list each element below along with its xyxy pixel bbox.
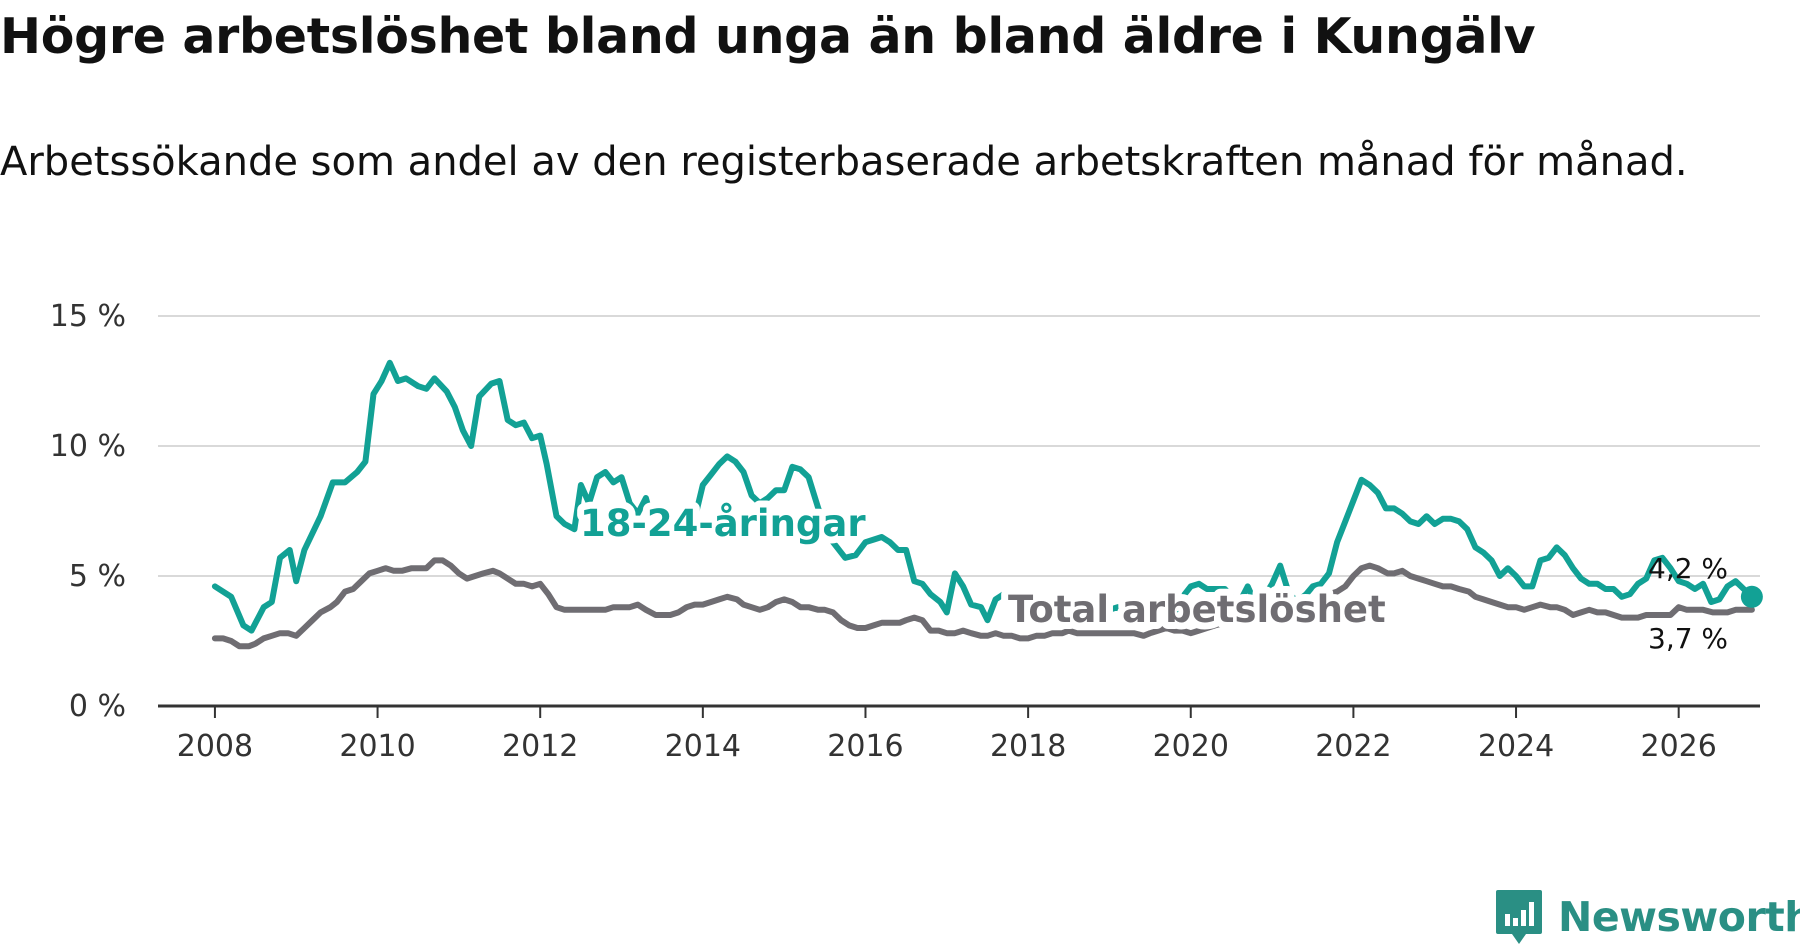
y-axis-ticks: 0 % 5 % 10 % 15 % [50, 299, 126, 724]
y-tick-label-5: 5 % [69, 559, 126, 594]
x-tick-label-2010: 2010 [339, 729, 415, 764]
end-label-total: 3,7 % [1648, 622, 1728, 655]
youth-endpoint-marker [1740, 585, 1763, 608]
chart-subtitle: Arbetssökande som andel av den registerb… [0, 139, 1688, 185]
end-label-youth: 4,2 % [1648, 552, 1728, 585]
y-tick-label-15: 15 % [50, 299, 126, 334]
x-tick-label-2014: 2014 [665, 729, 741, 764]
gridlines [158, 315, 1760, 577]
x-axis: 2008 2010 2012 2014 2016 2018 2020 2022 2024 2026 [158, 704, 1760, 764]
x-tick-label-2026: 2026 [1641, 729, 1717, 764]
x-tick-label-2008: 2008 [177, 729, 253, 764]
series-labels: 18-24-åringar Total arbetslöshet 4,2 % 3,7 … [573, 495, 1728, 655]
x-tick-label-2024: 2024 [1478, 729, 1554, 764]
series-label-total: Total arbetslöshet [1008, 588, 1386, 631]
y-tick-label-0: 0 % [69, 689, 126, 724]
x-tick-label-2016: 2016 [827, 729, 903, 764]
youth-unemployment-line [211, 359, 1755, 634]
newsworthy-logo[interactable]: Newsworthy [1494, 888, 1800, 946]
series-label-youth: 18-24-åringar [580, 502, 866, 545]
x-tick-label-2018: 2018 [990, 729, 1066, 764]
newsworthy-wordmark: Newsworthy [1558, 893, 1800, 941]
y-tick-label-10: 10 % [50, 429, 126, 464]
x-tick-label-2022: 2022 [1315, 729, 1391, 764]
series-lines [211, 359, 1763, 650]
x-tick-label-2012: 2012 [502, 729, 578, 764]
total-unemployment-line [211, 557, 1755, 650]
chart-title: Högre arbetslöshet bland unga än bland ä… [0, 8, 1536, 65]
x-tick-label-2020: 2020 [1153, 729, 1229, 764]
newsworthy-logo-icon [1496, 890, 1542, 944]
